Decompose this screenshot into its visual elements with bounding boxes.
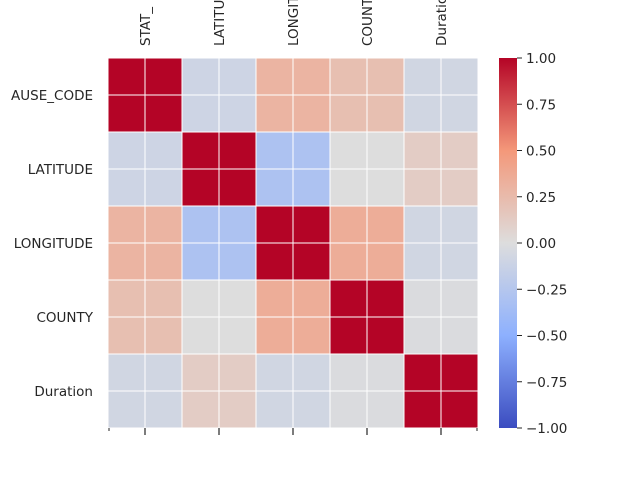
row-tick-label: LATITUDE <box>28 162 93 178</box>
row-tick-label: COUNTY <box>36 310 93 326</box>
colorbar-tick-label: 0.50 <box>526 144 556 160</box>
column-labels: STAT_ LATITU LONGIT COUNT Duratio <box>108 0 478 435</box>
colorbar-tick-label: −0.25 <box>526 282 567 298</box>
column-tick-label: COUNT <box>360 0 376 46</box>
colorbar-tick-label: 0.00 <box>526 236 556 252</box>
colorbar-tick-label: −0.50 <box>526 329 567 345</box>
row-labels: AUSE_CODE LATITUDE LONGITUDE COUNTY Duration <box>11 88 94 400</box>
column-tick-label: Duratio <box>434 0 450 46</box>
colorbar-tick-label: −0.75 <box>526 375 567 391</box>
row-tick-label: AUSE_CODE <box>11 88 93 104</box>
colorbar-tick-label: 1.00 <box>526 51 556 67</box>
column-tick-label: STAT_ <box>138 7 154 46</box>
colorbar: 1.00 0.75 0.50 0.25 0.00 −0.25 −0.50 −0.75 −1.00 <box>499 51 567 437</box>
colorbar-tick-label: 0.25 <box>526 190 556 206</box>
row-tick-label: LONGITUDE <box>14 236 93 252</box>
heatmap-grid <box>107 57 479 429</box>
colorbar-tick-label: 0.75 <box>526 97 556 113</box>
colorbar-gradient <box>499 58 517 428</box>
column-tick-label: LATITU <box>212 0 228 46</box>
row-tick-label: Duration <box>34 384 93 400</box>
colorbar-tick-label: −1.00 <box>526 421 567 437</box>
column-tick-label: LONGIT <box>286 0 302 46</box>
